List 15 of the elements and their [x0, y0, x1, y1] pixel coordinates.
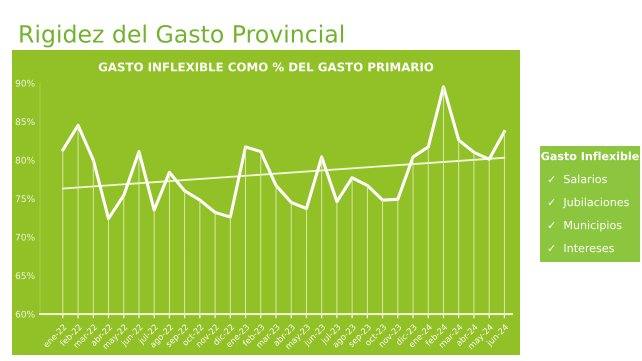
text: ✓ Jubilaciones	[548, 198, 629, 208]
y-tick-label: 90%	[16, 80, 35, 87]
y-tick-label: 70%	[16, 234, 35, 241]
chart-subtitle: GASTO INFLEXIBLE COMO % DEL GASTO PRIMARIO	[98, 62, 434, 72]
y-tick-label: 60%	[16, 310, 35, 318]
y-tick-label: 75%	[16, 195, 35, 202]
text: ✓ Municipios	[548, 220, 622, 232]
line-series	[61, 85, 506, 220]
y-tick-label: 85%	[16, 118, 35, 126]
text: ✓ Intereses	[548, 244, 614, 252]
text: Gasto Inflexible	[541, 152, 639, 160]
text: ✓ Salarios	[548, 174, 607, 184]
chart-title: Rigidez del Gasto Provincial	[20, 24, 344, 48]
y-tick-label: 80%	[16, 156, 35, 164]
y-tick-label: 65%	[16, 272, 35, 280]
